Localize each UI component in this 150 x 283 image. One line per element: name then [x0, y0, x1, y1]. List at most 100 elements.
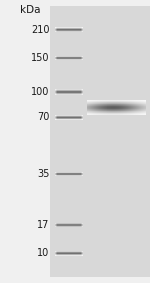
- Bar: [97, 109, 98, 110]
- Bar: [88, 105, 89, 106]
- Bar: [106, 111, 107, 112]
- Bar: [119, 111, 120, 112]
- Bar: [132, 103, 133, 104]
- Bar: [88, 104, 89, 105]
- Bar: [99, 103, 100, 104]
- Bar: [65, 91, 66, 92]
- Bar: [56, 90, 57, 91]
- Bar: [113, 106, 114, 107]
- Bar: [79, 90, 80, 91]
- Bar: [131, 111, 132, 112]
- Bar: [71, 89, 72, 90]
- Bar: [99, 106, 100, 107]
- Bar: [112, 114, 113, 115]
- Bar: [127, 111, 128, 112]
- Bar: [120, 103, 121, 104]
- Bar: [66, 89, 67, 90]
- Bar: [124, 100, 125, 101]
- Bar: [127, 104, 128, 105]
- Bar: [89, 105, 90, 106]
- Bar: [141, 109, 142, 110]
- Bar: [121, 102, 122, 103]
- Bar: [142, 112, 144, 113]
- Bar: [105, 114, 106, 115]
- Bar: [77, 91, 78, 92]
- Bar: [112, 109, 113, 110]
- Bar: [99, 111, 100, 112]
- Bar: [89, 103, 90, 104]
- Bar: [133, 110, 134, 111]
- Bar: [92, 112, 93, 113]
- Bar: [57, 89, 58, 90]
- Bar: [134, 113, 135, 114]
- Bar: [127, 105, 128, 106]
- Bar: [118, 108, 119, 109]
- Bar: [108, 109, 110, 110]
- Bar: [118, 110, 119, 111]
- Bar: [135, 103, 136, 104]
- Bar: [79, 89, 80, 90]
- Bar: [126, 114, 127, 115]
- Bar: [123, 112, 124, 113]
- Bar: [139, 100, 140, 101]
- Bar: [136, 110, 137, 111]
- Bar: [73, 89, 74, 90]
- Bar: [131, 102, 132, 103]
- Bar: [95, 108, 96, 109]
- Bar: [127, 106, 128, 107]
- Bar: [128, 114, 129, 115]
- Bar: [111, 109, 112, 110]
- Bar: [50, 6, 150, 277]
- Bar: [93, 106, 94, 107]
- Bar: [126, 107, 127, 108]
- Bar: [127, 113, 128, 114]
- Bar: [124, 103, 125, 104]
- Bar: [110, 103, 111, 104]
- Bar: [130, 104, 131, 105]
- Bar: [139, 111, 140, 112]
- Bar: [97, 113, 98, 114]
- Bar: [96, 102, 97, 103]
- Bar: [139, 110, 140, 111]
- Bar: [122, 112, 123, 113]
- Bar: [92, 114, 93, 115]
- Bar: [145, 107, 146, 108]
- Bar: [93, 102, 94, 103]
- Bar: [130, 109, 131, 110]
- Bar: [128, 112, 129, 113]
- Bar: [135, 102, 136, 103]
- Bar: [128, 103, 129, 104]
- Bar: [106, 105, 107, 106]
- Bar: [135, 111, 136, 112]
- Bar: [130, 112, 131, 113]
- Bar: [114, 112, 115, 113]
- Bar: [121, 105, 122, 106]
- Bar: [134, 104, 135, 105]
- Bar: [76, 89, 77, 90]
- Bar: [108, 101, 110, 102]
- Bar: [56, 89, 57, 90]
- Bar: [133, 102, 134, 103]
- Bar: [97, 102, 98, 103]
- Bar: [97, 110, 98, 111]
- Bar: [87, 111, 88, 112]
- Bar: [96, 112, 97, 113]
- Bar: [72, 91, 73, 92]
- Bar: [136, 109, 137, 110]
- Bar: [114, 101, 115, 102]
- Bar: [112, 100, 113, 101]
- Bar: [122, 106, 123, 107]
- Bar: [126, 101, 127, 102]
- Bar: [97, 100, 98, 101]
- Bar: [140, 114, 141, 115]
- Bar: [88, 101, 89, 102]
- Bar: [105, 104, 106, 105]
- Bar: [106, 100, 107, 101]
- Bar: [112, 101, 113, 102]
- Bar: [116, 105, 117, 106]
- Bar: [87, 107, 88, 108]
- Bar: [139, 113, 140, 114]
- Bar: [81, 89, 82, 90]
- Bar: [120, 112, 121, 113]
- Bar: [121, 109, 122, 110]
